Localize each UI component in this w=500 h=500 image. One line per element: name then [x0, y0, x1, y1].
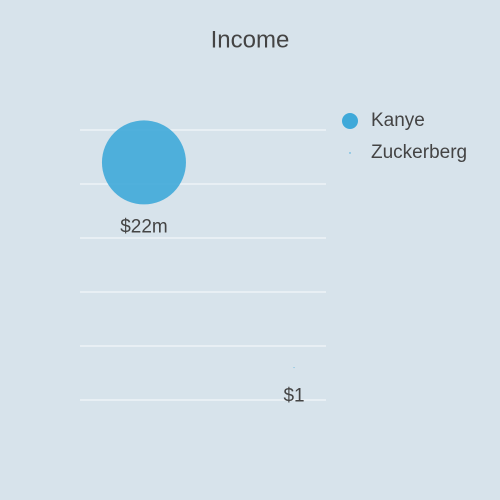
- legend-marker: [342, 113, 358, 129]
- bubble: [101, 120, 186, 205]
- chart-title: Income: [211, 26, 290, 53]
- legend-marker: [349, 152, 351, 154]
- bubble: [293, 367, 295, 369]
- data-label: $1: [283, 386, 304, 407]
- legend-label: Kanye: [371, 110, 425, 131]
- data-label: $22m: [120, 216, 168, 237]
- legend-label: Zuckerberg: [371, 142, 467, 163]
